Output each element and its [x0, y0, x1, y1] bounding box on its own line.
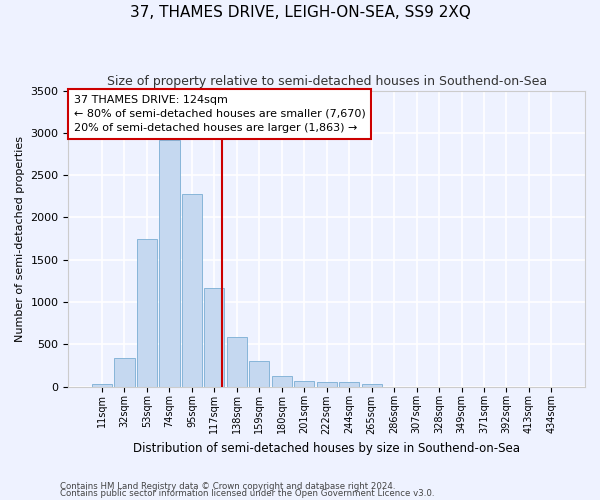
Bar [362, 384, 382, 386]
Text: Contains public sector information licensed under the Open Government Licence v3: Contains public sector information licen… [60, 489, 434, 498]
Y-axis label: Number of semi-detached properties: Number of semi-detached properties [15, 136, 25, 342]
Bar [182, 194, 202, 386]
Bar [92, 384, 112, 386]
Text: 37 THAMES DRIVE: 124sqm
← 80% of semi-detached houses are smaller (7,670)
20% of: 37 THAMES DRIVE: 124sqm ← 80% of semi-de… [74, 95, 365, 133]
Bar [339, 382, 359, 386]
Bar [294, 380, 314, 386]
Bar [159, 140, 179, 386]
Text: Contains HM Land Registry data © Crown copyright and database right 2024.: Contains HM Land Registry data © Crown c… [60, 482, 395, 491]
Bar [115, 358, 134, 386]
Bar [137, 238, 157, 386]
Bar [317, 382, 337, 386]
Bar [204, 288, 224, 386]
X-axis label: Distribution of semi-detached houses by size in Southend-on-Sea: Distribution of semi-detached houses by … [133, 442, 520, 455]
Title: Size of property relative to semi-detached houses in Southend-on-Sea: Size of property relative to semi-detach… [107, 75, 547, 88]
Bar [249, 361, 269, 386]
Bar [227, 336, 247, 386]
Text: 37, THAMES DRIVE, LEIGH-ON-SEA, SS9 2XQ: 37, THAMES DRIVE, LEIGH-ON-SEA, SS9 2XQ [130, 5, 470, 20]
Bar [272, 376, 292, 386]
